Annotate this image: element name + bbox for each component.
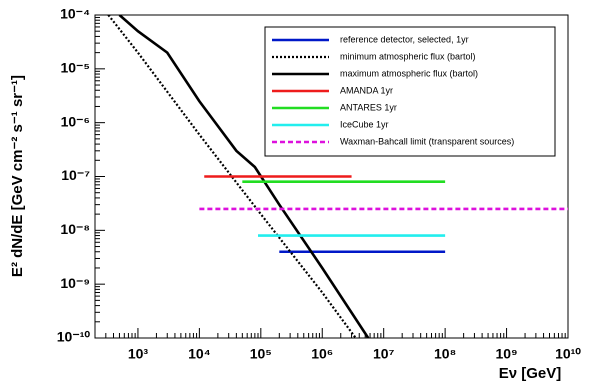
y-tick-label: 10⁻⁴ — [60, 6, 90, 22]
legend-label: ANTARES 1yr — [340, 102, 397, 112]
x-tick-label: 10⁸ — [434, 346, 456, 362]
x-tick-label: 10¹⁰ — [555, 346, 581, 362]
y-tick-label: 10⁻¹⁰ — [57, 329, 91, 345]
y-tick-label: 10⁻⁶ — [61, 113, 90, 129]
series-line — [107, 15, 357, 338]
plot-frame — [94, 14, 569, 339]
x-tick-label: 10⁵ — [250, 346, 272, 362]
legend-label: IceCube 1yr — [340, 119, 389, 129]
legend-label: Waxman-Bahcall limit (transparent source… — [340, 136, 514, 146]
y-axis-label: E² dN/dE [GeV cm⁻² s⁻¹ sr⁻¹] — [9, 75, 26, 277]
x-tick-label: 10³ — [128, 346, 149, 362]
y-tick-label: 10⁻⁸ — [60, 221, 90, 237]
y-tick-label: 10⁻⁹ — [60, 275, 90, 291]
legend-label: reference detector, selected, 1yr — [340, 34, 469, 44]
x-tick-label: 10⁶ — [311, 346, 333, 362]
legend-label: minimum atmospheric flux (bartol) — [340, 51, 476, 61]
x-tick-label: 10⁷ — [373, 346, 395, 362]
legend-label: AMANDA 1yr — [340, 85, 393, 95]
y-tick-label: 10⁻⁵ — [60, 60, 90, 76]
legend-label: maximum atmospheric flux (bartol) — [340, 68, 478, 78]
x-tick-label: 10⁹ — [495, 346, 517, 362]
series-line — [118, 15, 370, 338]
y-tick-label: 10⁻⁷ — [61, 167, 90, 183]
x-tick-label: 10⁴ — [188, 346, 211, 362]
x-axis-label: Eν [GeV] — [499, 365, 562, 382]
